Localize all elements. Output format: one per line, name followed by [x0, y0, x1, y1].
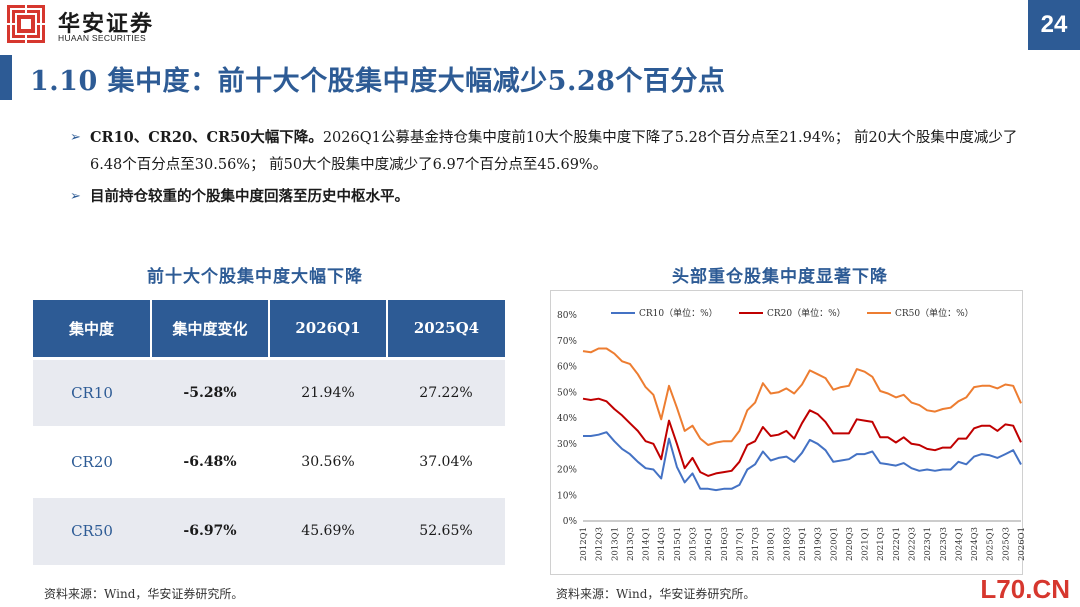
table-cell: CR20	[33, 425, 151, 496]
concentration-table: 集中度 集中度变化 2026Q1 2025Q4 CR10 -5.28% 21.9…	[33, 300, 505, 565]
table-header-cell: 2025Q4	[387, 300, 505, 358]
x-tick-label: 2016Q1	[704, 527, 714, 561]
table-header-cell: 集中度变化	[151, 300, 270, 358]
series-line-cr50	[582, 347, 1022, 446]
legend-label: CR20（单位：%）	[767, 307, 846, 319]
left-source-note: 资料来源：Wind，华安证券研究所。	[44, 587, 244, 601]
x-tick-label: 2023Q1	[923, 527, 933, 561]
series-line-cr10	[583, 431, 1022, 492]
x-tick-label: 2012Q1	[579, 527, 589, 561]
y-tick-label: 0%	[563, 517, 578, 527]
x-tick-label: 2018Q1	[767, 527, 777, 561]
header: 华安证券 HUAAN SECURITIES 24	[0, 0, 1080, 50]
logo-chinese-name: 华安证券	[58, 11, 155, 37]
page-number: 24	[1028, 0, 1080, 50]
table-cell: 37.04%	[387, 425, 505, 496]
table-cell: -6.48%	[151, 425, 269, 496]
x-tick-label: 2016Q3	[720, 527, 730, 561]
logo-english-name: HUAAN SECURITIES	[58, 33, 146, 43]
bullet-list: ➢ CR10、CR20、CR50大幅下降。2026Q1公募基金持仓集中度前10大…	[70, 124, 1030, 211]
x-tick-label: 2015Q3	[689, 527, 699, 561]
watermark-text: L70.CN	[980, 574, 1070, 604]
y-tick-label: 60%	[557, 363, 577, 373]
page-title: 1.10 集中度：前十大个股集中度大幅减少5.28个百分点	[30, 66, 726, 97]
x-tick-label: 2020Q3	[845, 527, 855, 561]
right-section-title: 头部重仓股集中度显著下降	[672, 267, 888, 287]
arrow-bullet-icon: ➢	[70, 189, 81, 204]
series-line-cr20	[582, 397, 1022, 477]
x-tick-label: 2025Q1	[986, 527, 996, 561]
x-tick-label: 2020Q1	[829, 527, 839, 561]
x-tick-label: 2018Q3	[782, 527, 792, 561]
x-tick-label: 2021Q1	[861, 527, 871, 561]
x-tick-label: 2021Q3	[876, 527, 886, 561]
table-header-cell: 2026Q1	[269, 300, 388, 358]
table-row: CR10 -5.28% 21.94% 27.22%	[33, 356, 505, 427]
x-tick-label: 2023Q3	[939, 527, 949, 561]
x-tick-label: 2015Q1	[673, 527, 683, 561]
x-tick-label: 2022Q3	[908, 527, 918, 561]
table-cell: 45.69%	[269, 494, 387, 565]
y-tick-label: 40%	[557, 414, 577, 424]
table-header-cell: 集中度	[33, 300, 152, 358]
huaan-logo-icon	[6, 4, 46, 44]
table-cell: CR10	[33, 356, 151, 427]
x-tick-label: 2013Q3	[626, 527, 636, 561]
bullet-bold-text: 目前持仓较重的个股集中度回落至历史中枢水平。	[90, 188, 409, 205]
y-tick-label: 50%	[557, 388, 577, 398]
left-section-title: 前十大个股集中度大幅下降	[147, 267, 363, 287]
x-tick-label: 2012Q3	[595, 527, 605, 561]
bullet-item: ➢ CR10、CR20、CR50大幅下降。2026Q1公募基金持仓集中度前10大…	[70, 124, 1030, 179]
table-cell: 52.65%	[387, 494, 505, 565]
legend-label: CR10（单位：%）	[639, 307, 718, 319]
table-cell: CR50	[33, 494, 151, 565]
x-tick-label: 2017Q1	[735, 527, 745, 561]
y-tick-label: 10%	[557, 491, 577, 501]
bullet-body-text: 2026Q1公募基金持仓集中度前10大个股集中度下降了5.28个百分点至21.9…	[90, 130, 1018, 173]
table-header-row: 集中度 集中度变化 2026Q1 2025Q4	[33, 300, 505, 358]
x-tick-label: 2022Q1	[892, 527, 902, 561]
concentration-line-chart: 0% 10% 20% 30% 40% 50% 60% 70% 80% 2012Q1 2012Q3 20…	[550, 290, 1024, 575]
x-tick-label: 2024Q3	[970, 527, 980, 561]
chart-svg: 0% 10% 20% 30% 40% 50% 60% 70% 80% 2012Q1 2012Q3 20…	[557, 307, 1024, 561]
arrow-bullet-icon: ➢	[70, 130, 81, 145]
right-source-note: 资料来源：Wind，华安证券研究所。	[556, 587, 756, 601]
table-cell: 30.56%	[269, 425, 387, 496]
x-tick-label: 2025Q3	[1001, 527, 1011, 561]
y-tick-label: 80%	[557, 311, 577, 321]
y-tick-label: 30%	[557, 440, 577, 450]
table-cell: 27.22%	[387, 356, 505, 427]
table-cell: -5.28%	[151, 356, 269, 427]
x-tick-label: 2013Q1	[610, 527, 620, 561]
x-tick-label: 2014Q1	[642, 527, 652, 561]
x-tick-label: 2019Q1	[798, 527, 808, 561]
y-tick-label: 20%	[557, 466, 577, 476]
bullet-bold-text: CR10、CR20、CR50大幅下降。	[90, 129, 323, 146]
table-cell: 21.94%	[269, 356, 387, 427]
x-tick-label: 2026Q1	[1017, 527, 1024, 561]
table-row: CR50 -6.97% 45.69% 52.65%	[33, 494, 505, 565]
x-tick-label: 2024Q1	[954, 527, 964, 561]
x-tick-label: 2017Q3	[751, 527, 761, 561]
title-accent-bar	[0, 55, 12, 100]
bullet-item: ➢ 目前持仓较重的个股集中度回落至历史中枢水平。	[70, 183, 1030, 211]
y-tick-label: 70%	[557, 337, 577, 347]
table-row: CR20 -6.48% 30.56% 37.04%	[33, 425, 505, 496]
table-cell: -6.97%	[151, 494, 269, 565]
legend-label: CR50（单位：%）	[895, 307, 974, 319]
x-tick-label: 2019Q3	[814, 527, 824, 561]
x-tick-label: 2014Q3	[657, 527, 667, 561]
